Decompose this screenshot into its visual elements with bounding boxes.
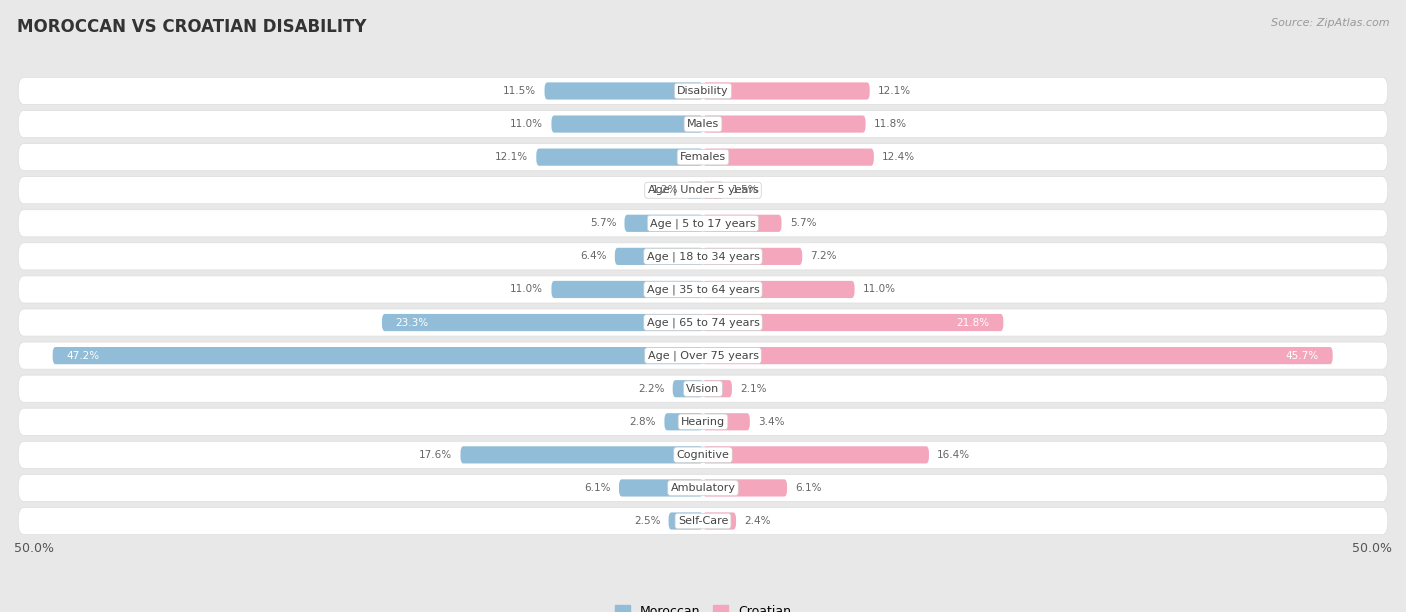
FancyBboxPatch shape	[18, 375, 1388, 402]
Text: Age | 5 to 17 years: Age | 5 to 17 years	[650, 218, 756, 228]
Text: Ambulatory: Ambulatory	[671, 483, 735, 493]
Text: 7.2%: 7.2%	[810, 252, 837, 261]
FancyBboxPatch shape	[536, 149, 703, 166]
FancyBboxPatch shape	[551, 281, 703, 298]
FancyBboxPatch shape	[614, 248, 703, 265]
Text: 11.0%: 11.0%	[510, 119, 543, 129]
FancyBboxPatch shape	[703, 479, 787, 496]
Text: 2.1%: 2.1%	[740, 384, 766, 394]
FancyBboxPatch shape	[18, 177, 1388, 204]
Text: Age | Under 5 years: Age | Under 5 years	[648, 185, 758, 195]
FancyBboxPatch shape	[703, 314, 1004, 331]
Text: Disability: Disability	[678, 86, 728, 96]
Text: 6.1%: 6.1%	[796, 483, 823, 493]
Text: Age | Over 75 years: Age | Over 75 years	[648, 351, 758, 361]
Text: 6.1%: 6.1%	[583, 483, 610, 493]
Text: Males: Males	[688, 119, 718, 129]
Text: 11.5%: 11.5%	[503, 86, 536, 96]
Text: Self-Care: Self-Care	[678, 516, 728, 526]
Text: Vision: Vision	[686, 384, 720, 394]
FancyBboxPatch shape	[703, 347, 1333, 364]
FancyBboxPatch shape	[18, 309, 1388, 336]
Text: 45.7%: 45.7%	[1286, 351, 1319, 360]
FancyBboxPatch shape	[18, 144, 1388, 171]
Text: 11.8%: 11.8%	[875, 119, 907, 129]
Text: 3.4%: 3.4%	[758, 417, 785, 427]
FancyBboxPatch shape	[703, 182, 724, 199]
Text: 6.4%: 6.4%	[581, 252, 606, 261]
Text: 5.7%: 5.7%	[790, 218, 817, 228]
Text: 50.0%: 50.0%	[14, 542, 53, 554]
Text: 21.8%: 21.8%	[956, 318, 990, 327]
FancyBboxPatch shape	[672, 380, 703, 397]
FancyBboxPatch shape	[703, 446, 929, 463]
Text: 23.3%: 23.3%	[395, 318, 429, 327]
FancyBboxPatch shape	[18, 507, 1388, 535]
FancyBboxPatch shape	[18, 77, 1388, 105]
Legend: Moroccan, Croatian: Moroccan, Croatian	[610, 600, 796, 612]
Text: 2.5%: 2.5%	[634, 516, 661, 526]
FancyBboxPatch shape	[18, 276, 1388, 303]
Text: Source: ZipAtlas.com: Source: ZipAtlas.com	[1271, 18, 1389, 28]
FancyBboxPatch shape	[18, 342, 1388, 369]
FancyBboxPatch shape	[544, 83, 703, 100]
FancyBboxPatch shape	[703, 380, 733, 397]
Text: Cognitive: Cognitive	[676, 450, 730, 460]
FancyBboxPatch shape	[624, 215, 703, 232]
FancyBboxPatch shape	[665, 413, 703, 430]
FancyBboxPatch shape	[461, 446, 703, 463]
FancyBboxPatch shape	[382, 314, 703, 331]
Text: 47.2%: 47.2%	[66, 351, 100, 360]
Text: 1.2%: 1.2%	[652, 185, 678, 195]
FancyBboxPatch shape	[18, 243, 1388, 270]
Text: Age | 65 to 74 years: Age | 65 to 74 years	[647, 317, 759, 328]
Text: 16.4%: 16.4%	[938, 450, 970, 460]
Text: 1.5%: 1.5%	[733, 185, 758, 195]
FancyBboxPatch shape	[703, 512, 737, 529]
FancyBboxPatch shape	[703, 215, 782, 232]
Text: 11.0%: 11.0%	[510, 285, 543, 294]
Text: 11.0%: 11.0%	[863, 285, 896, 294]
Text: Hearing: Hearing	[681, 417, 725, 427]
Text: Age | 18 to 34 years: Age | 18 to 34 years	[647, 251, 759, 261]
Text: 12.4%: 12.4%	[882, 152, 915, 162]
FancyBboxPatch shape	[18, 441, 1388, 468]
Text: 12.1%: 12.1%	[877, 86, 911, 96]
Text: 2.4%: 2.4%	[744, 516, 770, 526]
FancyBboxPatch shape	[18, 210, 1388, 237]
FancyBboxPatch shape	[703, 116, 866, 133]
Text: 17.6%: 17.6%	[419, 450, 453, 460]
FancyBboxPatch shape	[703, 413, 749, 430]
FancyBboxPatch shape	[703, 281, 855, 298]
FancyBboxPatch shape	[703, 83, 870, 100]
FancyBboxPatch shape	[686, 182, 703, 199]
Text: Age | 35 to 64 years: Age | 35 to 64 years	[647, 284, 759, 295]
FancyBboxPatch shape	[52, 347, 703, 364]
FancyBboxPatch shape	[18, 111, 1388, 138]
Text: 2.8%: 2.8%	[630, 417, 657, 427]
Text: 50.0%: 50.0%	[1353, 542, 1392, 554]
Text: Females: Females	[681, 152, 725, 162]
Text: MOROCCAN VS CROATIAN DISABILITY: MOROCCAN VS CROATIAN DISABILITY	[17, 18, 367, 36]
Text: 12.1%: 12.1%	[495, 152, 529, 162]
Text: 2.2%: 2.2%	[638, 384, 665, 394]
FancyBboxPatch shape	[18, 408, 1388, 435]
Text: 5.7%: 5.7%	[589, 218, 616, 228]
FancyBboxPatch shape	[18, 474, 1388, 501]
FancyBboxPatch shape	[703, 149, 875, 166]
FancyBboxPatch shape	[551, 116, 703, 133]
FancyBboxPatch shape	[669, 512, 703, 529]
FancyBboxPatch shape	[619, 479, 703, 496]
FancyBboxPatch shape	[703, 248, 803, 265]
